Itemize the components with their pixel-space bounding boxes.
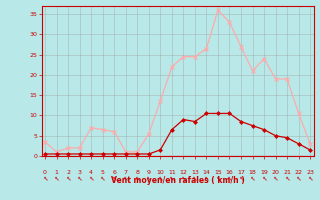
- Text: ←: ←: [41, 174, 49, 181]
- Text: ←: ←: [134, 174, 141, 181]
- Text: ←: ←: [260, 174, 268, 181]
- Text: ←: ←: [249, 174, 256, 181]
- Text: ←: ←: [65, 174, 72, 181]
- Text: ←: ←: [295, 174, 302, 181]
- Text: ←: ←: [111, 174, 118, 181]
- Text: ←: ←: [272, 174, 279, 181]
- Text: ←: ←: [145, 174, 152, 181]
- Text: ←: ←: [226, 174, 233, 181]
- Text: ←: ←: [180, 174, 187, 181]
- Text: ←: ←: [88, 174, 95, 181]
- Text: ←: ←: [284, 174, 291, 181]
- Text: ←: ←: [191, 174, 198, 181]
- Text: ←: ←: [168, 174, 175, 181]
- Text: ←: ←: [203, 174, 210, 181]
- Text: ←: ←: [307, 174, 314, 181]
- Text: ←: ←: [122, 174, 129, 181]
- X-axis label: Vent moyen/en rafales ( km/h ): Vent moyen/en rafales ( km/h ): [111, 176, 244, 185]
- Text: ←: ←: [53, 174, 60, 181]
- Text: ←: ←: [237, 174, 244, 181]
- Text: ←: ←: [76, 174, 83, 181]
- Text: ←: ←: [99, 174, 106, 181]
- Text: ←: ←: [214, 174, 221, 181]
- Text: ←: ←: [157, 174, 164, 181]
